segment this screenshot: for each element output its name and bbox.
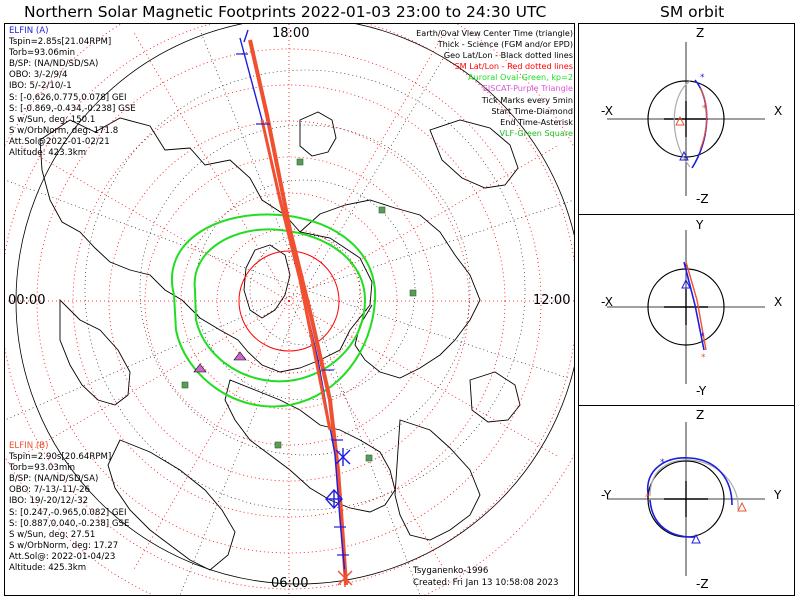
- probe-a-name: ELFIN (A): [9, 26, 49, 36]
- probe-a-line: Torb=93.06min: [9, 48, 76, 59]
- legend-item: SM Lat/Lon - Red dotted lines: [454, 61, 573, 72]
- probe-b-line: S: [0.887,0.040,-0.238] GSE: [9, 518, 130, 529]
- probe-a-line: S w/Sun, deg: 150.1: [9, 114, 96, 125]
- sm-xy-right: X: [774, 295, 783, 309]
- sm-orbit-xy: * *: [607, 230, 765, 384]
- probe-a-line: IBO: 5/-2/10/-1: [9, 81, 72, 92]
- probe-a-line: S w/OrbNorm, deg: 171.8: [9, 125, 119, 136]
- mlt-label-right: 12:00: [533, 293, 571, 308]
- svg-text:*: *: [702, 104, 707, 114]
- probe-a-line: OBO: 3/-2/9/4: [9, 70, 68, 81]
- probe-b-name: ELFIN (B): [9, 441, 49, 451]
- probe-a-line: S: [-0.869,-0.434,-0.238] GSE: [9, 103, 136, 114]
- svg-text:*: *: [645, 493, 650, 503]
- legend-item: Start Time-Diamond: [491, 105, 573, 116]
- legend-item: Tick Marks every 5min: [481, 94, 573, 105]
- probe-b-line: S w/Sun, deg: 27.51: [9, 529, 96, 540]
- probe-a-line: Att.Sol@2022-01-02/21: [9, 136, 110, 147]
- probe-b-line: S: [0.247,-0.965,0.082] GEI: [9, 507, 127, 518]
- svg-text:*: *: [700, 332, 705, 342]
- legend-item: Geo Lat/Lon - Black dotted lines: [443, 50, 573, 61]
- probe-b-line: Altitude: 425.3km: [9, 563, 87, 574]
- geo-meridians: [5, 29, 574, 595]
- track-ticks: [236, 53, 349, 556]
- legend-item: EISCAT-Purple Triangle: [482, 83, 573, 94]
- sm-xy-bottom: -Y: [696, 384, 707, 398]
- probe-a-line: B/SP: (NA/ND/SD/SA): [9, 59, 99, 70]
- sm-panel-frame: [578, 23, 795, 596]
- probe-b-line: Att.Sol@: 2022-01-04/23: [9, 551, 116, 562]
- svg-text:*: *: [660, 458, 665, 468]
- end-asterisk: [337, 569, 353, 587]
- elfin-a-science: [260, 119, 332, 431]
- probe-b-line: B/SP: (NA/ND/SD/SA): [9, 474, 99, 485]
- probe-b-info: ELFIN (B) Tspin=2.90s[20.64RPM] Torb=93.…: [9, 441, 129, 574]
- probe-b-line: IBO: 19/-20/12/-32: [9, 496, 89, 507]
- eiscat-stations: [193, 351, 247, 373]
- created-label: Created: Fri Jan 13 10:58:08 2023: [413, 578, 559, 588]
- svg-text:*: *: [701, 353, 706, 363]
- elfin-b-track-thick: [248, 39, 348, 586]
- probe-a-line: S: [-0.626,0.775,0.078] GEI: [9, 92, 127, 103]
- sm-orbit-title: SM orbit: [660, 3, 725, 21]
- probe-b-line: Tspin=2.90s[20.64RPM]: [9, 452, 112, 463]
- sm-yz-bottom: -Z: [696, 577, 709, 591]
- sm-xz-right: X: [774, 104, 783, 118]
- probe-a-line: Tspin=2.85s[21.04RPM]: [9, 37, 112, 48]
- legend-item: Auroral Oval-Green, kp=2: [468, 72, 573, 83]
- sm-xy-top: Y: [696, 218, 704, 232]
- probe-b-line: S w/OrbNorm, deg: 17.27: [9, 540, 119, 551]
- probe-a-info: ELFIN (A) Tspin=2.85s[21.04RPM] Torb=93.…: [9, 26, 136, 159]
- mlt-label-bottom: 06:00: [271, 576, 309, 591]
- sm-xz-bottom: -Z: [696, 192, 709, 206]
- model-label: Tsyganenko-1996: [413, 566, 489, 576]
- sm-xz-top: Z: [696, 26, 705, 40]
- legend-item: Earth/Oval View Center Time (triangle): [416, 28, 573, 38]
- probe-b-line: Torb=93.03min: [9, 463, 76, 474]
- sm-xy-left: -X: [601, 295, 613, 309]
- auroral-oval: [171, 213, 377, 408]
- vlf-stations: [181, 158, 417, 462]
- plot-title: Northern Solar Magnetic Footprints 2022-…: [24, 3, 547, 21]
- legend: Earth/Oval View Center Time (triangle) T…: [416, 28, 573, 139]
- mlt-label-left: 00:00: [8, 293, 46, 308]
- probe-a-line: Altitude: 423.3km: [9, 148, 87, 159]
- probe-b-line: OBO: 7/-13/-11/-26: [9, 485, 91, 496]
- sm-yz-left: -Y: [601, 488, 612, 502]
- mlt-label-top: 18:00: [272, 26, 310, 41]
- sm-pole-circle: [238, 250, 340, 352]
- sm-xz-left: -X: [601, 104, 613, 118]
- start-diamond: [325, 488, 343, 510]
- sm-grid: [5, 24, 574, 595]
- legend-item: Thick - Science (FGM and/or EPD): [437, 39, 573, 50]
- sm-yz-top: Z: [696, 408, 705, 422]
- sm-orbit-xz: * *: [607, 42, 765, 196]
- svg-text:*: *: [700, 73, 705, 83]
- legend-item: VLF-Green Square: [499, 127, 574, 138]
- end-asterisk-a: [335, 448, 351, 466]
- sm-yz-right: Y: [774, 488, 782, 502]
- main-panel-frame: [4, 23, 575, 596]
- legend-item: End Time-Asterisk: [500, 116, 573, 127]
- sm-orbit-yz: * *: [607, 422, 765, 576]
